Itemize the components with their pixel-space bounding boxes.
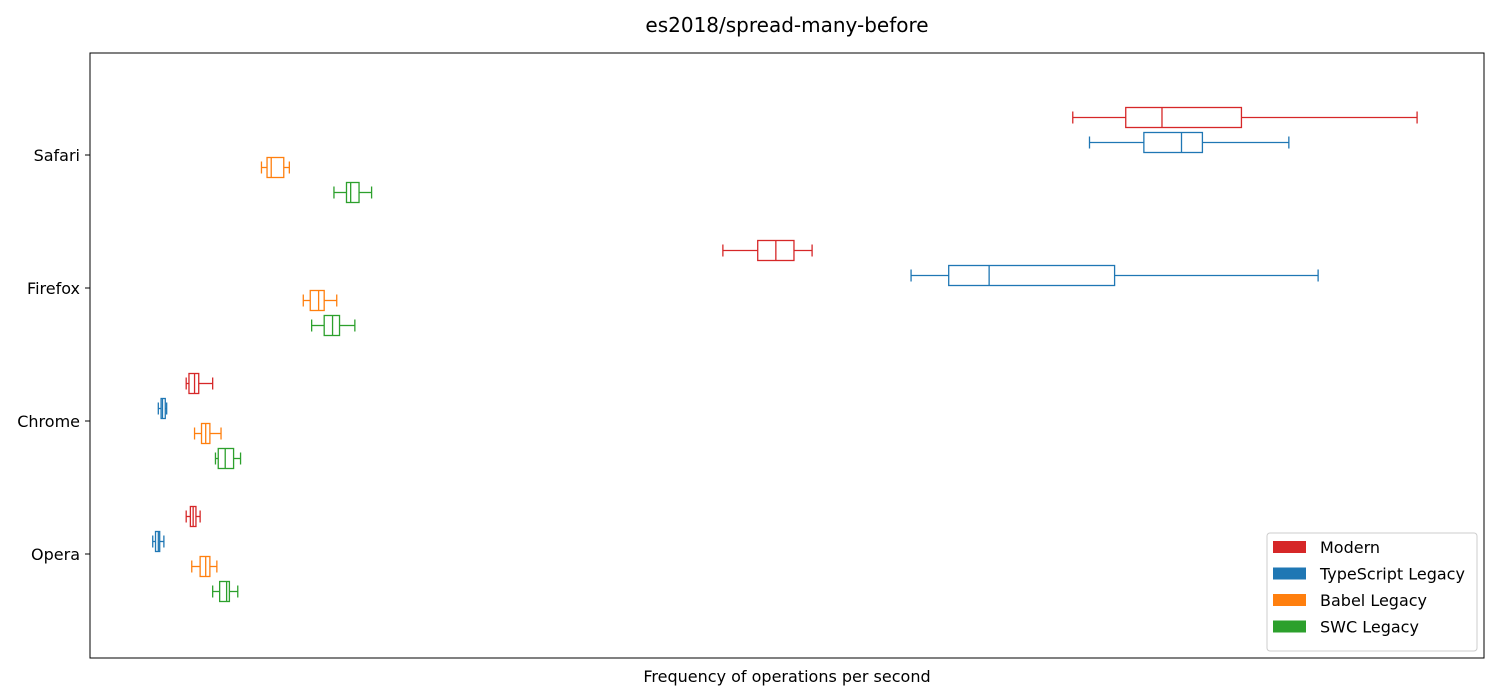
box-swc-legacy-firefox [310, 314, 356, 337]
box-iqr [199, 555, 211, 578]
box-typescript-legacy-opera [152, 530, 165, 553]
box-iqr [154, 530, 161, 553]
box-iqr [948, 264, 1116, 287]
box-swc-legacy-safari [333, 181, 373, 204]
legend-label: TypeScript Legacy [1319, 565, 1465, 584]
y-tick-label-safari: Safari [34, 146, 80, 165]
legend-swatch [1273, 567, 1306, 580]
legend-swatch [1273, 594, 1306, 606]
box-typescript-legacy-safari [1088, 131, 1290, 154]
box-iqr [345, 181, 360, 204]
box-babel-legacy-firefox [302, 289, 338, 312]
box-iqr [1143, 131, 1204, 154]
y-tick-label-opera: Opera [31, 545, 80, 564]
box-iqr [188, 372, 200, 395]
legend-label: SWC Legacy [1320, 618, 1419, 637]
legend-label: Babel Legacy [1320, 591, 1427, 610]
box-iqr [309, 289, 325, 312]
legend-label: Modern [1320, 538, 1380, 557]
y-axis-ticks: Opera Chrome Firefox Safari [17, 146, 90, 564]
box-babel-legacy-safari [260, 156, 290, 179]
y-tick-label-chrome: Chrome [17, 412, 80, 431]
box-typescript-legacy-chrome [157, 397, 168, 420]
box-babel-legacy-chrome [193, 422, 222, 445]
box-modern-chrome [185, 372, 214, 395]
box-modern-firefox [722, 239, 813, 262]
box-iqr [1125, 106, 1243, 129]
box-iqr [323, 314, 341, 337]
legend: Modern TypeScript Legacy Babel Legacy SWC L… [1266, 532, 1478, 652]
legend-swatch [1273, 620, 1306, 633]
box-modern-opera [185, 505, 201, 528]
box-modern-safari [1072, 106, 1418, 129]
box-iqr [218, 580, 231, 603]
legend-frame [1266, 532, 1478, 652]
box-typescript-legacy-firefox [910, 264, 1319, 287]
box-iqr [266, 156, 285, 179]
legend-swatch [1273, 541, 1306, 553]
box-iqr [217, 447, 235, 470]
box-swc-legacy-chrome [214, 447, 242, 470]
plot-area-frame [89, 52, 1485, 659]
box-plots [152, 106, 1418, 603]
chart-title: es2018/spread-many-before [645, 13, 928, 37]
box-swc-legacy-opera [212, 580, 239, 603]
y-tick-label-firefox: Firefox [27, 279, 80, 298]
box-iqr [160, 397, 166, 420]
x-axis-label: Frequency of operations per second [643, 667, 930, 686]
box-babel-legacy-opera [191, 555, 218, 578]
